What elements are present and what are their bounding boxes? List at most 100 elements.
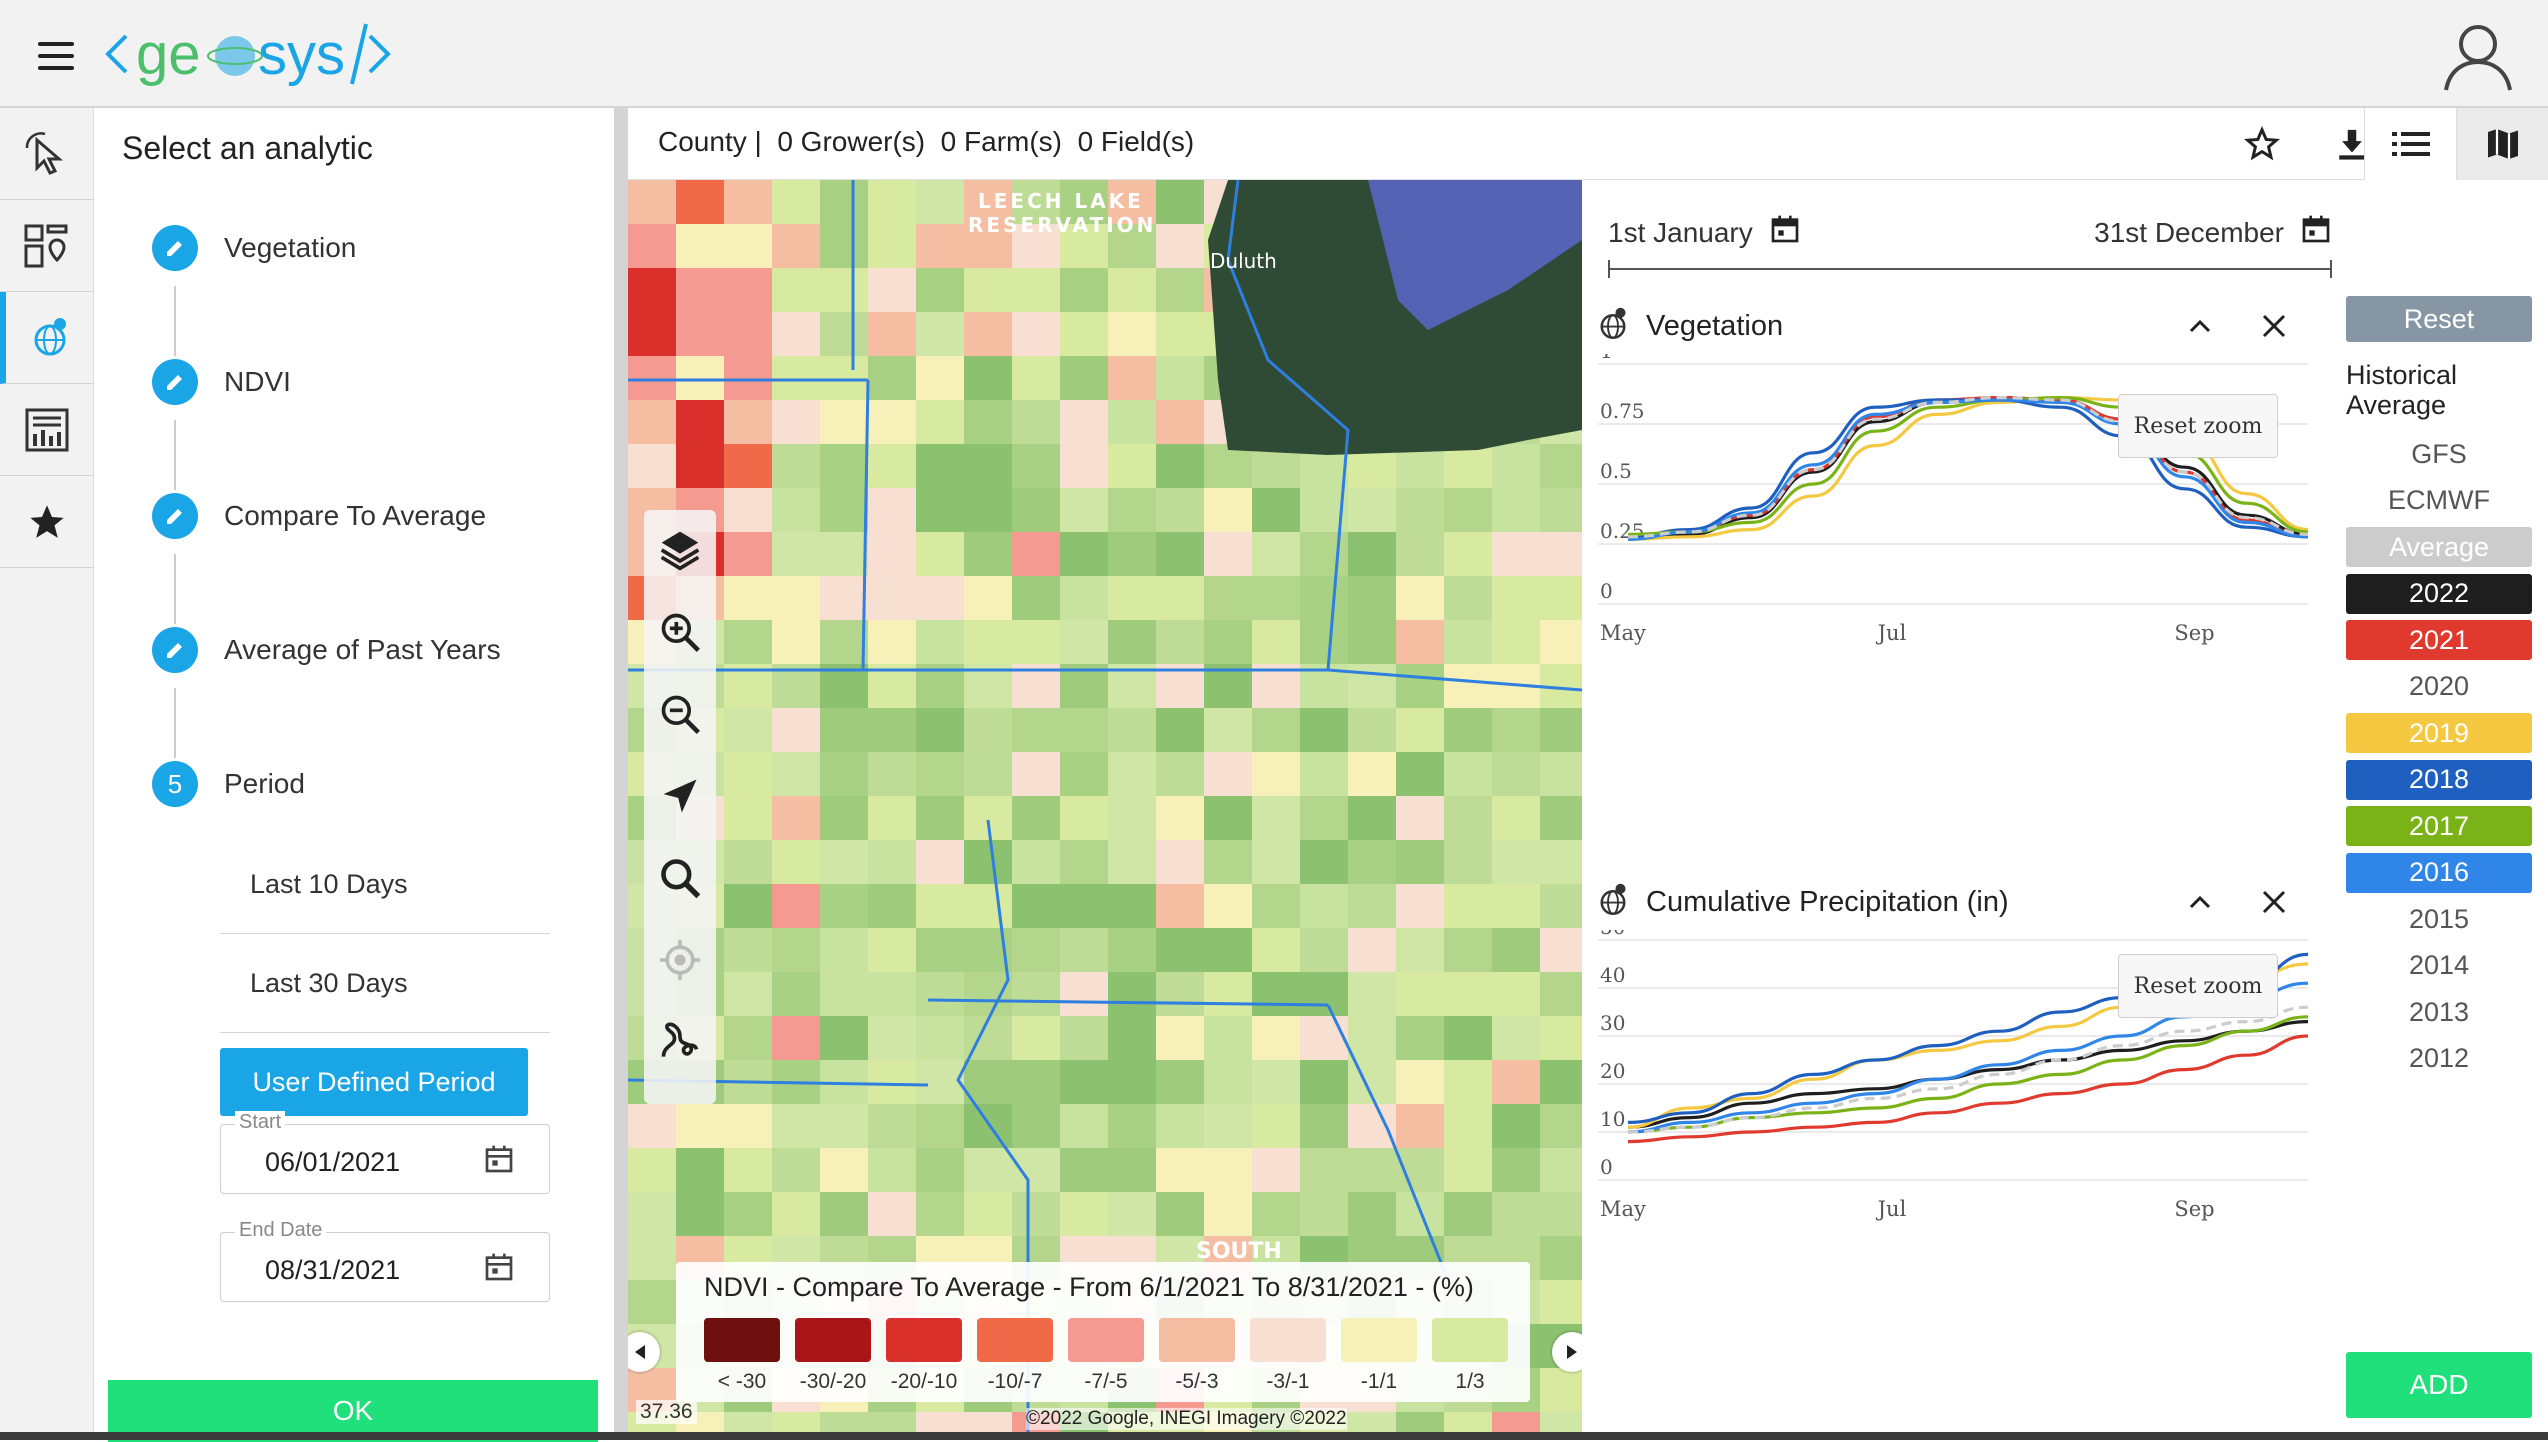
county-cell[interactable] — [1012, 708, 1060, 752]
county-cell[interactable] — [1444, 444, 1492, 488]
county-cell[interactable] — [916, 576, 964, 620]
county-cell[interactable] — [676, 356, 724, 400]
county-cell[interactable] — [1108, 796, 1156, 840]
county-cell[interactable] — [724, 708, 772, 752]
county-cell[interactable] — [1252, 884, 1300, 928]
county-cell[interactable] — [820, 576, 868, 620]
county-cell[interactable] — [1060, 488, 1108, 532]
globe-analytics-icon[interactable] — [0, 292, 94, 384]
county-cell[interactable] — [628, 224, 676, 268]
county-cell[interactable] — [916, 268, 964, 312]
county-cell[interactable] — [1444, 972, 1492, 1016]
county-cell[interactable] — [1348, 620, 1396, 664]
county-cell[interactable] — [1444, 576, 1492, 620]
county-cell[interactable] — [772, 972, 820, 1016]
county-cell[interactable] — [1300, 1192, 1348, 1236]
county-cell[interactable] — [916, 400, 964, 444]
county-cell[interactable] — [1156, 532, 1204, 576]
county-cell[interactable] — [1156, 444, 1204, 488]
county-cell[interactable] — [628, 1280, 676, 1324]
county-cell[interactable] — [1012, 620, 1060, 664]
county-cell[interactable] — [820, 224, 868, 268]
county-cell[interactable] — [1012, 752, 1060, 796]
calendar-icon[interactable] — [483, 1143, 515, 1180]
county-cell[interactable] — [1540, 972, 1582, 1016]
county-cell[interactable] — [1156, 268, 1204, 312]
county-cell[interactable] — [1444, 532, 1492, 576]
series-line-2022[interactable] — [1627, 1020, 2309, 1129]
county-cell[interactable] — [1108, 576, 1156, 620]
county-cell[interactable] — [1396, 972, 1444, 1016]
reset-zoom-button[interactable]: Reset zoom — [2118, 954, 2278, 1018]
year-option-2022[interactable]: 2022 — [2346, 573, 2532, 614]
county-cell[interactable] — [820, 796, 868, 840]
county-cell[interactable] — [1204, 620, 1252, 664]
county-cell[interactable] — [964, 1148, 1012, 1192]
county-cell[interactable] — [1060, 312, 1108, 356]
county-cell[interactable] — [1492, 752, 1540, 796]
county-cell[interactable] — [1156, 796, 1204, 840]
county-cell[interactable] — [916, 444, 964, 488]
year-option-2014[interactable]: 2014 — [2408, 950, 2470, 980]
collapse-left-arrow-icon[interactable] — [628, 1332, 660, 1372]
county-cell[interactable] — [1540, 444, 1582, 488]
collapse-chevron-icon[interactable] — [2182, 308, 2218, 344]
county-cell[interactable] — [1444, 620, 1492, 664]
county-cell[interactable] — [1252, 532, 1300, 576]
county-cell[interactable] — [820, 1192, 868, 1236]
county-cell[interactable] — [1540, 532, 1582, 576]
county-cell[interactable] — [1300, 1060, 1348, 1104]
county-cell[interactable] — [724, 972, 772, 1016]
county-cell[interactable] — [1444, 488, 1492, 532]
county-cell[interactable] — [916, 884, 964, 928]
county-cell[interactable] — [916, 796, 964, 840]
calendar-icon[interactable] — [483, 1251, 515, 1288]
county-cell[interactable] — [1444, 928, 1492, 972]
county-cell[interactable] — [1444, 1192, 1492, 1236]
county-cell[interactable] — [1012, 400, 1060, 444]
county-cell[interactable] — [868, 532, 916, 576]
county-cell[interactable] — [1348, 840, 1396, 884]
county-cell[interactable] — [964, 532, 1012, 576]
county-cell[interactable] — [1396, 576, 1444, 620]
county-cell[interactable] — [820, 180, 868, 224]
county-cell[interactable] — [964, 180, 1012, 224]
end-date-field[interactable]: End Date 08/31/2021 — [220, 1219, 550, 1302]
county-cell[interactable] — [724, 1148, 772, 1192]
county-cell[interactable] — [1012, 1104, 1060, 1148]
county-cell[interactable] — [1060, 1104, 1108, 1148]
reset-zoom-button[interactable]: Reset zoom — [2118, 394, 2278, 458]
year-option-2017[interactable]: 2017 — [2346, 806, 2532, 846]
county-cell[interactable] — [772, 180, 820, 224]
county-cell[interactable] — [628, 356, 676, 400]
county-cell[interactable] — [1396, 708, 1444, 752]
county-cell[interactable] — [1492, 708, 1540, 752]
year-option-2018[interactable]: 2018 — [2346, 759, 2532, 800]
county-cell[interactable] — [868, 1060, 916, 1104]
county-cell[interactable] — [820, 708, 868, 752]
county-cell[interactable] — [724, 356, 772, 400]
county-cell[interactable] — [1060, 532, 1108, 576]
step-compare-to-average[interactable]: Compare To Average — [152, 493, 486, 539]
star-icon[interactable] — [0, 476, 94, 568]
county-cell[interactable] — [1204, 928, 1252, 972]
county-cell[interactable] — [1540, 1368, 1582, 1412]
add-button[interactable]: ADD — [2346, 1352, 2532, 1418]
county-cell[interactable] — [1060, 884, 1108, 928]
county-cell[interactable] — [820, 356, 868, 400]
county-cell[interactable] — [1444, 752, 1492, 796]
county-cell[interactable] — [1396, 1060, 1444, 1104]
county-cell[interactable] — [772, 488, 820, 532]
county-cell[interactable] — [916, 1192, 964, 1236]
start-date-field[interactable]: Start 06/01/2021 — [220, 1111, 550, 1194]
star-outline-icon[interactable] — [2238, 120, 2286, 168]
county-cell[interactable] — [1204, 1016, 1252, 1060]
county-cell[interactable] — [1204, 1104, 1252, 1148]
zoom-in-icon[interactable] — [654, 606, 706, 658]
county-cell[interactable] — [868, 444, 916, 488]
county-cell[interactable] — [1108, 972, 1156, 1016]
county-cell[interactable] — [1300, 576, 1348, 620]
county-cell[interactable] — [1108, 620, 1156, 664]
county-cell[interactable] — [964, 576, 1012, 620]
county-cell[interactable] — [1012, 576, 1060, 620]
